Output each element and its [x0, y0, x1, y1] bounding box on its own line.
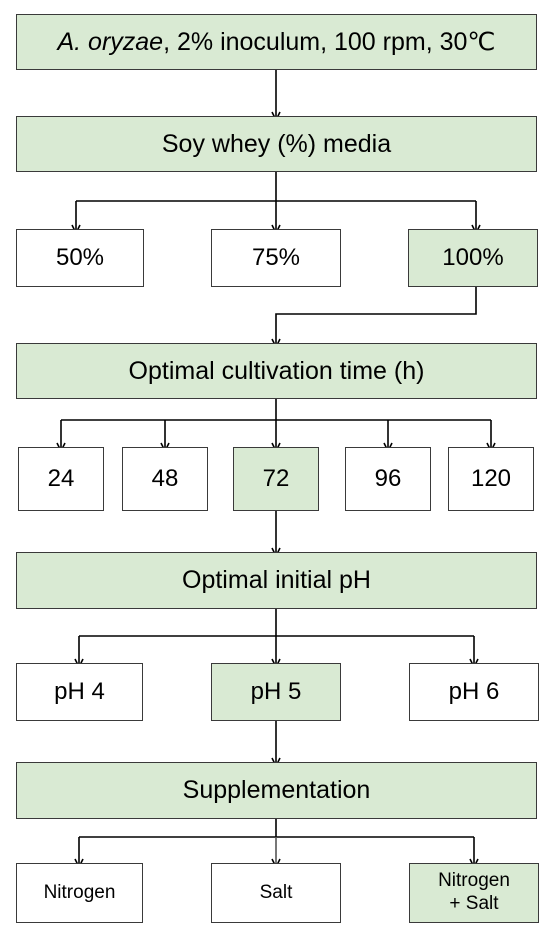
time-option-72: 72 — [233, 447, 319, 511]
branch-supp — [79, 819, 474, 838]
branch-ph — [79, 609, 474, 637]
time-option-120: 120 — [448, 447, 534, 511]
supplement-option-nitrogen: Nitrogen — [16, 863, 143, 923]
time-option-24: 24 — [18, 447, 104, 511]
branch-time — [61, 399, 491, 421]
supplement-option-salt: Salt — [211, 863, 341, 923]
supplementation-box: Supplementation — [16, 762, 537, 819]
initial-ph-box: Optimal initial pH — [16, 552, 537, 609]
supplement-option-nitrogen-salt: Nitrogen + Salt — [409, 863, 539, 923]
arrow-100-to-time — [276, 287, 477, 343]
media-option-50: 50% — [16, 229, 144, 287]
culture-conditions-box: A. oryzae, 2% inoculum, 100 rpm, 30℃ — [16, 14, 537, 70]
time-option-96: 96 — [345, 447, 431, 511]
culture-conditions-text: , 2% inoculum, 100 rpm, 30℃ — [163, 28, 496, 56]
media-option-75: 75% — [211, 229, 341, 287]
cultivation-time-box: Optimal cultivation time (h) — [16, 343, 537, 399]
ph-option-5: pH 5 — [211, 663, 341, 721]
soy-whey-media-box: Soy whey (%) media — [16, 116, 537, 172]
time-option-48: 48 — [122, 447, 208, 511]
organism-name: A. oryzae — [57, 28, 164, 56]
ph-option-4: pH 4 — [16, 663, 143, 721]
branch-media — [76, 172, 476, 202]
media-option-100: 100% — [408, 229, 538, 287]
ph-option-6: pH 6 — [409, 663, 539, 721]
